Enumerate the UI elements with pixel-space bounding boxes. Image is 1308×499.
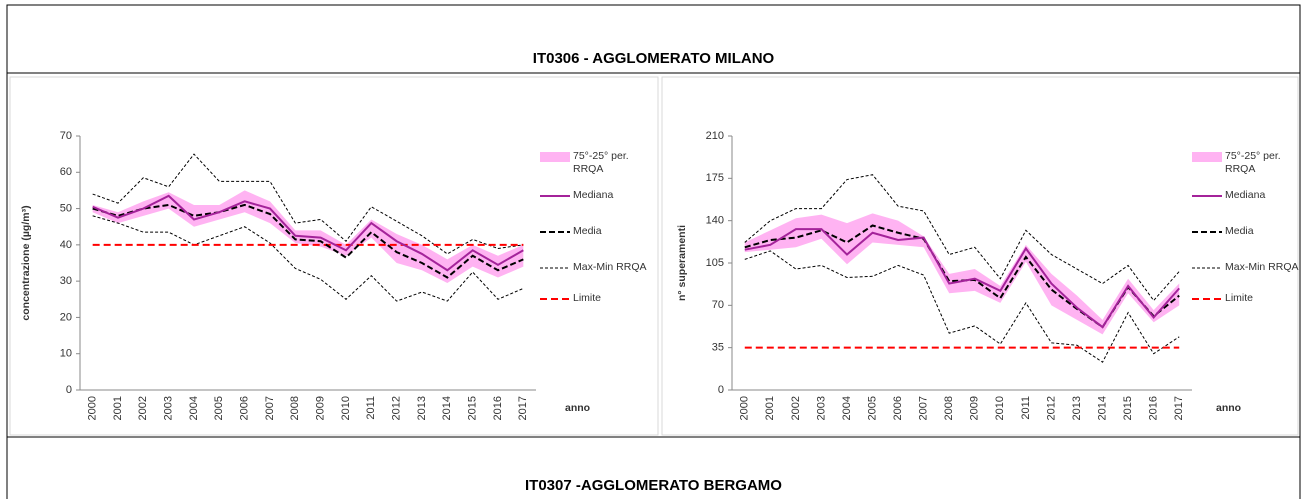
x-tick-label: 2008 <box>289 396 301 420</box>
y-tick-label: 35 <box>712 342 724 354</box>
x-tick-label: 2016 <box>1148 396 1160 420</box>
x-tick-label: 2003 <box>815 396 827 420</box>
x-tick-label: 2001 <box>112 396 124 420</box>
y-tick-label: 140 <box>706 215 724 227</box>
x-tick-label: 2010 <box>994 396 1006 420</box>
x-tick-label: 2016 <box>492 396 504 420</box>
legend-label: 75°-25° per. RRQA <box>1225 150 1281 175</box>
series-line <box>92 215 524 302</box>
legend-label: Max-Min RRQA <box>573 261 647 273</box>
y-axis-label: concentrazione (µg/m³) <box>20 205 32 320</box>
y-tick-label: 0 <box>66 384 72 396</box>
series-line <box>92 194 524 272</box>
y-tick-label: 40 <box>60 239 72 251</box>
y-tick-label: 30 <box>60 275 72 287</box>
x-tick-label: 2017 <box>1173 396 1185 420</box>
series-line <box>92 153 524 255</box>
x-tick-label: 2011 <box>365 396 377 420</box>
x-tick-label: 2012 <box>391 396 403 420</box>
x-tick-label: 2001 <box>764 396 776 420</box>
x-tick-label: 2015 <box>467 396 479 420</box>
section-title: IT0306 - AGGLOMERATO MILANO <box>532 50 775 67</box>
x-tick-label: 2006 <box>892 396 904 420</box>
y-tick-label: 20 <box>60 311 72 323</box>
legend-label: Limite <box>573 292 602 304</box>
x-tick-label: 2002 <box>790 396 802 420</box>
legend-label: Media <box>573 225 602 237</box>
series-line <box>92 203 524 279</box>
x-tick-label: 2012 <box>1045 396 1057 420</box>
x-tick-label: 2014 <box>441 396 453 420</box>
y-tick-label: 105 <box>706 257 724 269</box>
x-tick-label: 2013 <box>416 396 428 420</box>
y-axis-label: n° superamenti <box>676 225 688 301</box>
section-title: IT0307 -AGGLOMERATO BERGAMO <box>525 477 782 494</box>
chart-frame <box>9 76 659 436</box>
x-tick-label: 2002 <box>137 396 149 420</box>
legend-label: Limite <box>1225 292 1254 304</box>
series-line <box>744 250 1180 363</box>
y-tick-label: 50 <box>60 202 72 214</box>
x-tick-label: 2008 <box>943 396 955 420</box>
x-tick-label: 2006 <box>239 396 251 420</box>
y-tick-label: 0 <box>718 384 724 396</box>
x-tick-label: 2009 <box>315 396 327 420</box>
chart-frame <box>661 76 1299 436</box>
x-tick-label: 2015 <box>1122 396 1134 420</box>
x-tick-label: 2000 <box>739 396 751 420</box>
x-tick-label: 2017 <box>517 396 529 420</box>
legend-label: Media <box>1225 225 1254 237</box>
legend-label: Max-Min RRQA <box>1225 261 1299 273</box>
y-tick-label: 175 <box>706 172 724 184</box>
x-axis-label: anno <box>565 402 590 414</box>
y-tick-label: 70 <box>60 130 72 142</box>
x-tick-label: 2011 <box>1020 396 1032 420</box>
x-tick-label: 2009 <box>969 396 981 420</box>
x-tick-label: 2005 <box>866 396 878 420</box>
x-tick-label: 2007 <box>264 396 276 420</box>
y-tick-label: 60 <box>60 166 72 178</box>
legend-label: Mediana <box>1225 189 1266 201</box>
x-tick-label: 2000 <box>87 396 99 420</box>
x-tick-label: 2004 <box>841 396 853 420</box>
legend-swatch <box>540 152 570 162</box>
x-tick-label: 2007 <box>918 396 930 420</box>
frame <box>6 4 1301 499</box>
x-tick-label: 2004 <box>188 396 200 420</box>
y-tick-label: 10 <box>60 348 72 360</box>
y-tick-label: 210 <box>706 130 724 142</box>
band-area <box>744 213 1180 335</box>
y-tick-label: 70 <box>712 299 724 311</box>
x-tick-label: 2003 <box>163 396 175 420</box>
x-tick-label: 2010 <box>340 396 352 420</box>
legend-label: 75°-25° per. RRQA <box>573 150 629 175</box>
x-tick-label: 2014 <box>1096 396 1108 420</box>
x-axis-label: anno <box>1216 402 1241 414</box>
x-tick-label: 2005 <box>213 396 225 420</box>
x-tick-label: 2013 <box>1071 396 1083 420</box>
legend-label: Mediana <box>573 189 614 201</box>
series-line <box>744 174 1180 302</box>
legend-swatch <box>1192 152 1222 162</box>
series-line <box>744 228 1180 329</box>
